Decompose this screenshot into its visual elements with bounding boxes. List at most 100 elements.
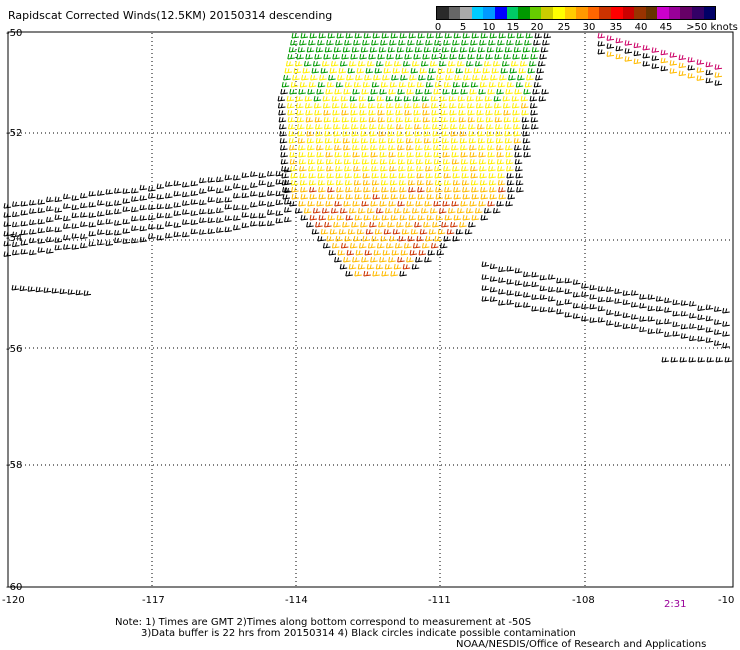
wind-barb (410, 67, 419, 74)
wind-barb (314, 123, 323, 130)
wind-barb (431, 123, 440, 130)
wind-barb (473, 67, 482, 74)
wind-barb (337, 249, 346, 256)
wind-barb (388, 256, 396, 263)
wind-barb (506, 179, 515, 186)
wind-barb (190, 228, 199, 235)
wind-barb (289, 151, 297, 158)
legend-label-30: 30 (582, 22, 596, 33)
wind-barb (572, 313, 581, 319)
wind-barb (131, 215, 139, 222)
lat-label: -52 (6, 128, 22, 139)
wind-barb (478, 200, 486, 207)
wind-barb (630, 290, 639, 296)
wind-barb (461, 179, 470, 186)
wind-barb (372, 270, 380, 277)
wind-barb (514, 88, 522, 95)
wind-barb (29, 199, 37, 206)
wind-barb (401, 228, 410, 235)
wind-barb (430, 102, 439, 109)
wind-barb (390, 32, 399, 39)
wind-barb (470, 39, 478, 46)
wind-barb (313, 95, 322, 102)
wind-barb (105, 209, 114, 216)
wind-barb (275, 199, 284, 206)
wind-barb (655, 319, 664, 325)
wind-barb (71, 233, 80, 239)
wind-barb (651, 47, 660, 53)
wind-barb (333, 46, 342, 53)
wind-barb (305, 123, 314, 130)
wind-barb (315, 137, 324, 144)
wind-barb (597, 32, 606, 39)
wind-barb (362, 165, 370, 172)
lon-label: -111 (428, 595, 451, 606)
wind-barb (460, 200, 468, 207)
wind-barb (467, 109, 475, 116)
wind-barb (351, 221, 359, 228)
wind-barb (283, 74, 291, 81)
wind-barb (367, 242, 376, 249)
wind-barb (393, 60, 402, 67)
wind-barb (696, 67, 705, 73)
wind-barb (475, 102, 484, 109)
wind-barb (278, 116, 287, 123)
wind-barb (499, 74, 507, 81)
wind-barb (511, 95, 520, 102)
wind-barb (539, 285, 548, 292)
wind-barb (428, 228, 437, 235)
legend-swatch (587, 7, 600, 19)
wind-barb (343, 144, 351, 151)
wind-barb (531, 281, 539, 288)
wind-barb (323, 53, 331, 60)
wind-barb (308, 165, 316, 172)
wind-barb (165, 212, 173, 219)
wind-barb (722, 342, 730, 349)
wind-barb (489, 296, 498, 302)
wind-barb (429, 207, 438, 214)
wind-barb (54, 214, 63, 220)
wind-barb (327, 186, 335, 193)
wind-barb (416, 179, 425, 186)
wind-barb (362, 39, 370, 46)
wind-barb (443, 81, 452, 88)
wind-barb (372, 214, 381, 221)
wind-barb (505, 158, 514, 165)
wind-barb (481, 261, 490, 268)
wind-barb (335, 39, 343, 46)
lon-label: -10 (718, 595, 734, 606)
wind-barb (326, 39, 334, 46)
wind-barb (354, 32, 363, 39)
wind-barb (413, 116, 422, 123)
wind-barb (334, 158, 343, 165)
wind-barb (433, 151, 441, 158)
wind-barb (381, 270, 389, 277)
wind-barb (647, 316, 656, 322)
wind-barb (165, 221, 173, 227)
wind-barb (37, 199, 46, 205)
wind-barb (465, 207, 474, 214)
wind-barb (394, 242, 403, 249)
wind-barb (356, 228, 365, 235)
wind-barb (88, 212, 97, 218)
wind-barb (361, 158, 370, 165)
wind-barb (489, 276, 498, 282)
wind-barb (606, 296, 614, 303)
wind-barb (476, 123, 485, 130)
wind-barb (678, 54, 687, 61)
wind-barb (460, 88, 468, 95)
wind-barb (375, 263, 384, 270)
wind-barb (705, 327, 714, 333)
wind-barb (506, 278, 514, 285)
wind-barb (414, 137, 423, 144)
lon-label: -117 (142, 595, 165, 606)
wind-barb (37, 218, 46, 225)
wind-barb (148, 204, 156, 210)
wind-barb (309, 32, 318, 39)
wind-barb (418, 249, 427, 256)
wind-barb (390, 270, 398, 277)
wind-barb (697, 305, 705, 312)
wind-barb (416, 172, 424, 179)
wind-barb (461, 172, 469, 179)
wind-barb (479, 81, 488, 88)
